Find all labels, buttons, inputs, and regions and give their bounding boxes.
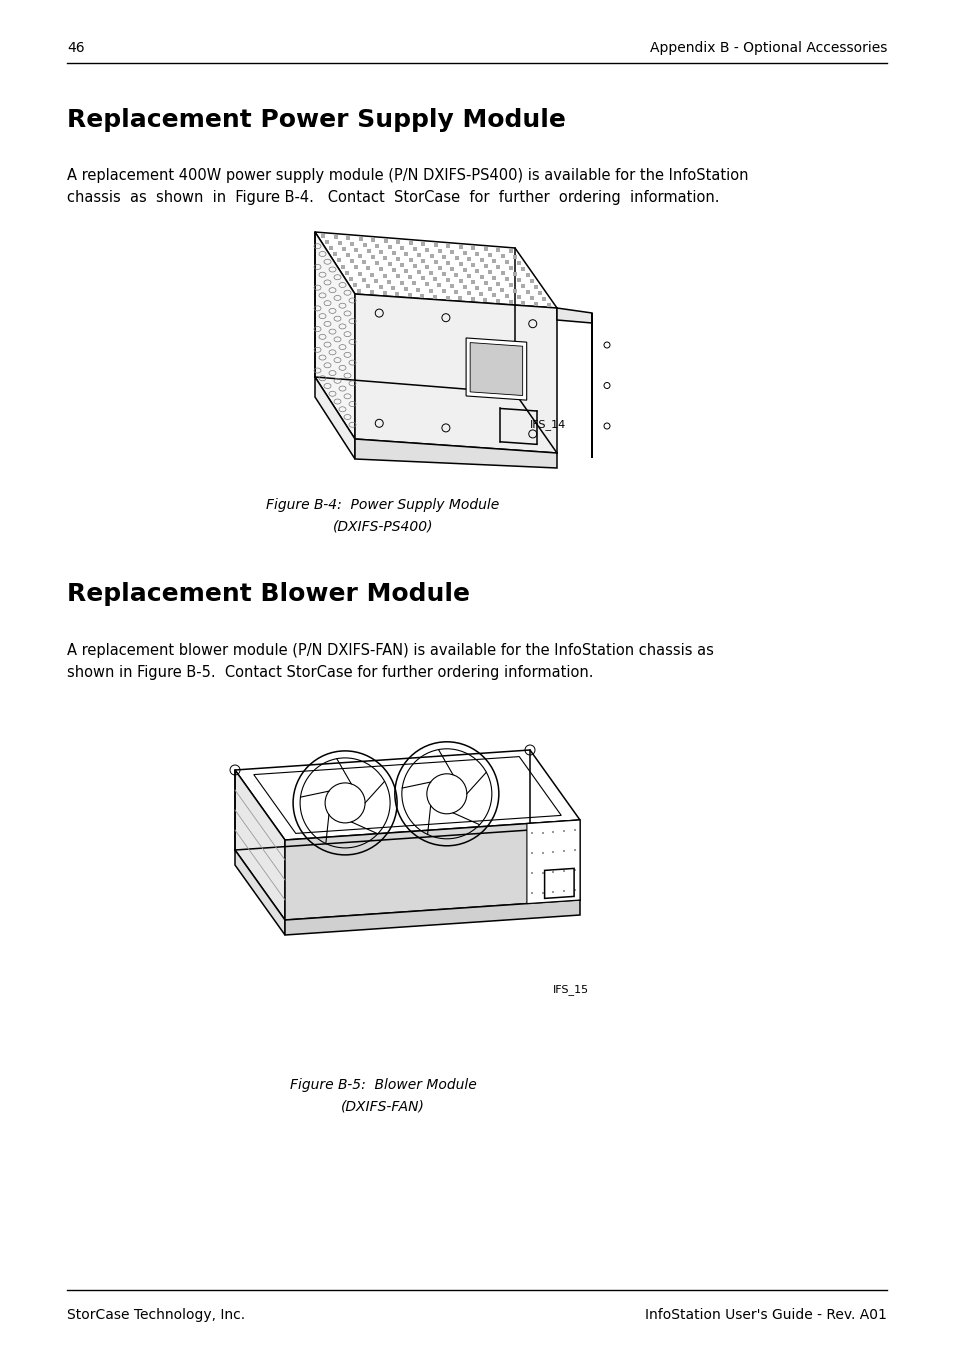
Text: A replacement blower module (P/N DXIFS-FAN) is available for the InfoStation cha: A replacement blower module (P/N DXIFS-F…	[67, 643, 713, 658]
Text: Figure B-4:  Power Supply Module: Figure B-4: Power Supply Module	[266, 498, 499, 512]
Text: chassis  as  shown  in  Figure B-4.   Contact  StorCase  for  further  ordering : chassis as shown in Figure B-4. Contact …	[67, 190, 719, 205]
Text: StorCase Technology, Inc.: StorCase Technology, Inc.	[67, 1307, 245, 1322]
Text: Replacement Blower Module: Replacement Blower Module	[67, 582, 470, 606]
Text: 46: 46	[67, 41, 85, 55]
Polygon shape	[355, 439, 557, 468]
Text: Figure B-5:  Blower Module: Figure B-5: Blower Module	[290, 1077, 476, 1092]
Text: IFS_14: IFS_14	[530, 419, 566, 430]
Polygon shape	[314, 376, 355, 459]
Circle shape	[426, 773, 466, 813]
Circle shape	[325, 783, 365, 823]
Polygon shape	[234, 769, 285, 920]
Text: (DXIFS-PS400): (DXIFS-PS400)	[333, 520, 433, 534]
Polygon shape	[526, 820, 579, 904]
Text: (DXIFS-FAN): (DXIFS-FAN)	[341, 1101, 424, 1114]
Polygon shape	[355, 294, 557, 453]
Text: IFS_15: IFS_15	[553, 984, 589, 995]
Polygon shape	[285, 820, 579, 920]
Text: Appendix B - Optional Accessories: Appendix B - Optional Accessories	[649, 41, 886, 55]
Polygon shape	[314, 231, 355, 439]
Polygon shape	[466, 338, 526, 400]
Polygon shape	[314, 231, 557, 308]
Polygon shape	[234, 750, 579, 841]
Text: shown in Figure B-5.  Contact StorCase for further ordering information.: shown in Figure B-5. Contact StorCase fo…	[67, 665, 593, 680]
Text: Replacement Power Supply Module: Replacement Power Supply Module	[67, 108, 565, 131]
Text: InfoStation User's Guide - Rev. A01: InfoStation User's Guide - Rev. A01	[644, 1307, 886, 1322]
Polygon shape	[234, 850, 285, 935]
Polygon shape	[557, 308, 592, 323]
Polygon shape	[470, 342, 522, 396]
Text: A replacement 400W power supply module (P/N DXIFS-PS400) is available for the In: A replacement 400W power supply module (…	[67, 168, 748, 183]
Polygon shape	[285, 899, 579, 935]
